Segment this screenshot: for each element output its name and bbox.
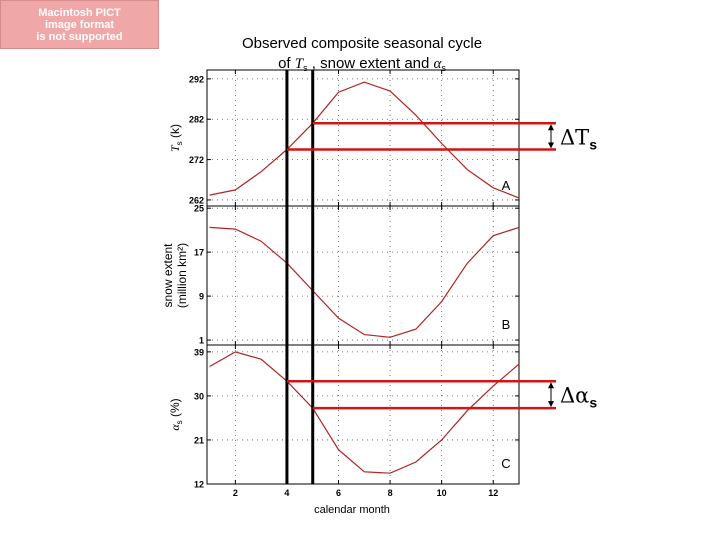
y-axis-label: snow extent(million km²) (161, 243, 189, 308)
y-label-unit: (%) (168, 398, 182, 420)
delta-symbol: ΔT (560, 125, 589, 149)
delta-label: ΔTs (560, 125, 597, 152)
panel-label: B (502, 317, 511, 332)
title-fragment: of (278, 55, 295, 72)
y-label-unit: (k) (168, 124, 182, 141)
y-tick-label: 21 (194, 435, 204, 445)
y-tick-label: 292 (189, 74, 204, 84)
y-tick-label: 272 (189, 155, 204, 165)
y-tick-label: 12 (194, 480, 204, 490)
series-line (209, 351, 520, 474)
panel-label: C (501, 456, 510, 471)
title-line-2: of Ts , snow extent and αs (278, 55, 446, 73)
panel-label: A (502, 178, 511, 193)
chart-panel-c: 12 21 30 39 2 4 6 8 10 12 Cαs (%) (168, 344, 520, 498)
y-tick-label: 282 (189, 115, 204, 125)
x-tick-label: 6 (336, 488, 341, 498)
alpha-symbol: α (434, 56, 443, 72)
y-axis-label: αs (%) (168, 398, 184, 430)
title-fragment: , snow extent and (308, 55, 434, 72)
figure-title: Observed composite seasonal cycle of Ts … (242, 35, 482, 73)
delta-label: Δαs (560, 384, 597, 411)
delta-arrow-down (548, 401, 554, 408)
placeholder-line: image format (44, 18, 115, 31)
y-tick-label: 1 (199, 336, 204, 346)
delta-alpha-marker: Δαs (286, 379, 597, 411)
y-tick-label: 17 (194, 248, 204, 258)
ts-subscript: s (303, 63, 308, 73)
title-line-1: Observed composite seasonal cycle (242, 35, 482, 52)
series-line (209, 81, 520, 199)
chart-panel-a: 262 272 282 292 A Ts (k) (168, 69, 520, 207)
y-tick-label: 30 (194, 391, 204, 401)
delta-arrow-up (548, 124, 554, 131)
ts-symbol: T (295, 56, 305, 72)
x-tick-label: 10 (437, 488, 447, 498)
placeholder-line: Macintosh PICT (38, 6, 121, 19)
delta-symbol: Δα (560, 384, 589, 408)
x-tick-label: 2 (233, 488, 238, 498)
series-line (209, 226, 520, 338)
y-label-subscript: s (175, 141, 184, 145)
x-axis-label: calendar month (314, 504, 390, 516)
y-tick-label: 9 (199, 292, 204, 302)
panel-frame (206, 69, 520, 207)
y-tick-label: 262 (189, 195, 204, 205)
unsupported-image-placeholder: Macintosh PICT image format is not suppo… (0, 0, 159, 49)
alpha-subscript: s (441, 63, 446, 73)
y-label-symbol: α (168, 424, 182, 431)
panel-frame (206, 205, 520, 346)
y-tick-label: 25 (194, 204, 204, 214)
x-tick-label: 8 (388, 488, 393, 498)
delta-arrow-up (548, 382, 554, 389)
y-tick-label: 39 (194, 347, 204, 357)
y-label-symbol: T (168, 144, 182, 152)
x-tick-label: 4 (284, 488, 289, 498)
y-label-subscript: s (175, 420, 184, 424)
y-label-line: (million km²) (175, 243, 189, 308)
delta-subscript: s (589, 136, 597, 152)
delta-ts-marker: ΔTs (286, 122, 597, 152)
y-label-line: snow extent (161, 243, 175, 308)
x-tick-label: 12 (488, 488, 498, 498)
y-axis-label: Ts (k) (168, 124, 184, 152)
delta-subscript: s (589, 395, 597, 411)
placeholder-line: is not supported (36, 30, 123, 43)
panel-frame (206, 344, 520, 485)
delta-arrow-down (548, 142, 554, 149)
